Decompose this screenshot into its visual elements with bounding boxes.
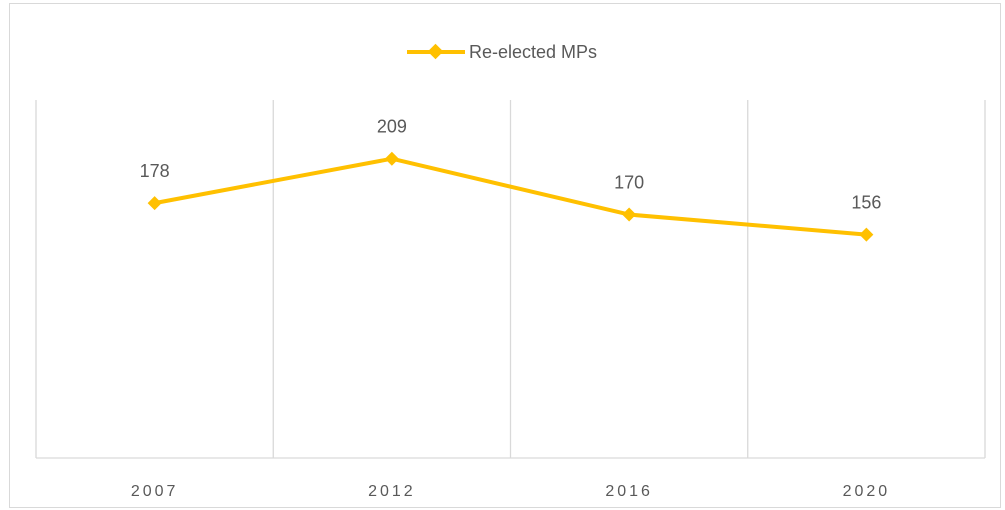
x-tick-label: 2016 (605, 483, 653, 500)
chart-frame (9, 3, 1001, 508)
x-tick-label: 2012 (368, 483, 416, 500)
chart-legend: Re-elected MPs (407, 40, 597, 64)
data-point-marker (384, 151, 399, 166)
series-layer (147, 151, 874, 242)
tick-layer: 2007 2012 2016 2020 (131, 483, 891, 500)
grid-layer (35, 100, 986, 459)
label-layer: 178 209 170 156 (140, 117, 882, 213)
data-label: 178 (140, 161, 170, 181)
data-label: 170 (614, 173, 644, 193)
legend-swatch (407, 40, 465, 64)
x-tick-label: 2007 (131, 483, 179, 500)
data-label: 209 (377, 117, 407, 137)
data-point-marker (622, 207, 637, 222)
x-tick-label: 2020 (843, 483, 891, 500)
series-line (152, 156, 869, 237)
data-point-marker (859, 227, 874, 242)
legend-label: Re-elected MPs (469, 41, 598, 62)
data-label: 156 (851, 193, 881, 213)
data-point-marker (147, 196, 162, 211)
